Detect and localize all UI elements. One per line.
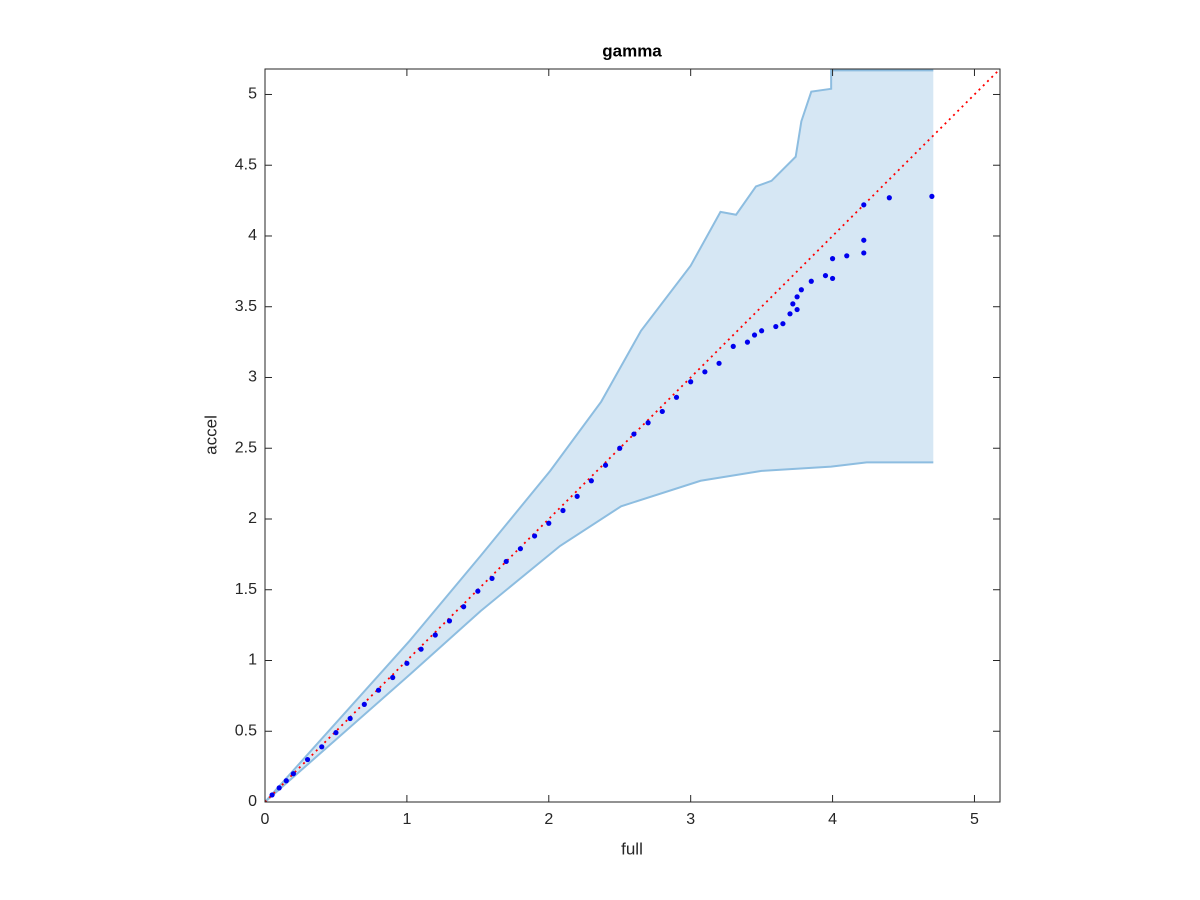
band-fill xyxy=(265,70,934,802)
point xyxy=(787,311,793,317)
point xyxy=(304,756,311,763)
point xyxy=(283,778,289,784)
point xyxy=(574,493,580,499)
point xyxy=(560,507,566,514)
point xyxy=(861,202,867,208)
y-tick-label: 5 xyxy=(248,86,257,103)
point xyxy=(794,306,800,313)
point xyxy=(546,520,552,526)
point xyxy=(617,445,623,451)
y-tick-label: 2 xyxy=(248,510,257,527)
point xyxy=(716,360,722,366)
point xyxy=(929,193,935,199)
point xyxy=(844,253,850,259)
point xyxy=(780,321,786,327)
point xyxy=(269,792,275,798)
x-tick-label: 2 xyxy=(544,811,553,828)
point xyxy=(794,294,800,300)
point xyxy=(404,660,410,666)
y-tick-label: 3.5 xyxy=(235,298,257,315)
point xyxy=(475,588,481,594)
y-tick-label: 3 xyxy=(248,369,257,386)
point xyxy=(461,604,467,610)
x-tick-label: 3 xyxy=(686,811,695,828)
y-axis-label: accel xyxy=(201,415,220,455)
point xyxy=(790,301,796,307)
x-tick-label: 1 xyxy=(402,811,411,828)
point xyxy=(602,462,609,468)
chart-title: gamma xyxy=(602,41,662,60)
point xyxy=(319,744,325,750)
point xyxy=(446,618,453,624)
point xyxy=(822,272,829,279)
plot-layer xyxy=(265,69,1000,802)
point xyxy=(276,785,282,791)
point xyxy=(688,379,694,385)
y-tick-label: 4.5 xyxy=(235,156,257,173)
point xyxy=(375,687,382,693)
x-axis-label: full xyxy=(621,839,643,858)
point xyxy=(861,237,867,243)
point xyxy=(659,408,665,415)
point xyxy=(333,730,339,736)
point xyxy=(588,478,594,484)
point xyxy=(751,332,758,338)
point xyxy=(702,369,708,375)
point xyxy=(489,575,495,582)
y-tick-label: 1.5 xyxy=(235,581,257,598)
point xyxy=(503,558,509,565)
point xyxy=(808,278,814,284)
y-tick-label: 0.5 xyxy=(235,722,257,739)
point xyxy=(861,250,867,256)
point xyxy=(673,394,680,400)
x-tick-label: 0 xyxy=(261,811,270,828)
point xyxy=(290,771,296,777)
point xyxy=(744,339,751,345)
point xyxy=(361,701,367,707)
band-edge xyxy=(265,461,934,802)
x-tick-label: 4 xyxy=(828,811,837,828)
point xyxy=(798,287,804,293)
point xyxy=(432,632,438,638)
band-edge xyxy=(265,69,934,802)
point xyxy=(517,546,524,552)
axes-frame xyxy=(264,68,1001,803)
point xyxy=(829,256,836,262)
point xyxy=(645,420,651,426)
point xyxy=(730,343,736,349)
point xyxy=(531,533,538,539)
point xyxy=(418,646,424,652)
point xyxy=(390,674,396,681)
y-tick-label: 4 xyxy=(248,227,257,244)
reference-line xyxy=(265,69,1000,802)
y-tick-label: 2.5 xyxy=(235,439,257,456)
point xyxy=(886,195,892,201)
point xyxy=(759,328,765,334)
point xyxy=(773,323,779,330)
point xyxy=(631,431,637,437)
y-tick-label: 0 xyxy=(248,793,257,810)
x-tick-label: 5 xyxy=(970,811,979,828)
point xyxy=(347,715,353,722)
point xyxy=(829,275,836,282)
y-tick-label: 1 xyxy=(248,652,257,669)
